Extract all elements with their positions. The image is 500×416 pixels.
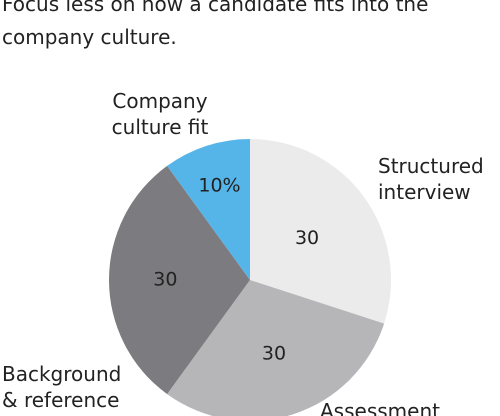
category-label: Structured interview [378, 154, 484, 204]
category-label: Background & reference [2, 362, 122, 412]
category-label: Assessment [320, 399, 440, 416]
pie-slice [167, 139, 250, 280]
data-label: 30 [295, 227, 319, 249]
data-label: 30 [153, 269, 177, 291]
data-label: 10% [198, 175, 240, 197]
pie-slice [250, 139, 391, 324]
data-label: 30 [262, 342, 286, 364]
pie-slice [108, 165, 251, 395]
chart-title: Focus less on how a candidate fits into … [2, 0, 429, 49]
pie-slice [167, 280, 385, 416]
category-label: Company culture fit [111, 89, 209, 139]
